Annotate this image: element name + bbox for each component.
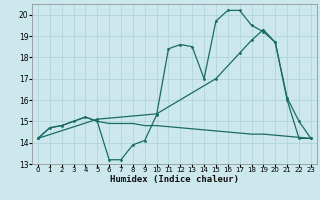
X-axis label: Humidex (Indice chaleur): Humidex (Indice chaleur) (110, 175, 239, 184)
